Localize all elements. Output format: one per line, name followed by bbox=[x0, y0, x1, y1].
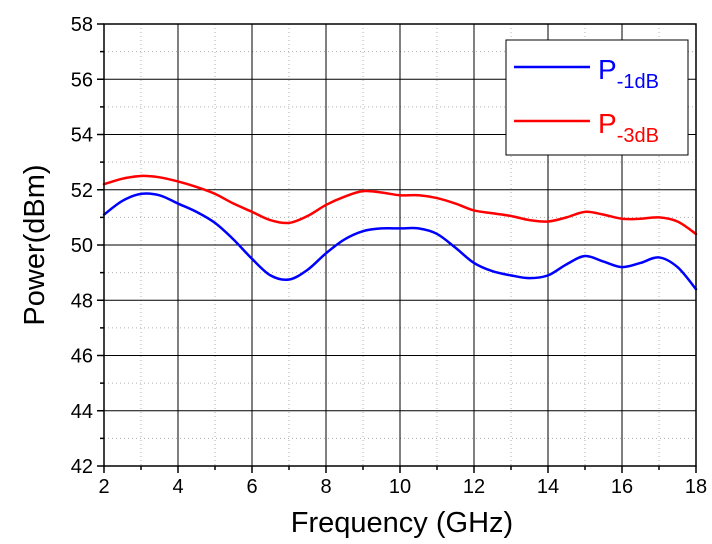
y-tick-label: 44 bbox=[71, 401, 93, 423]
legend: P-1dB P-3dB bbox=[505, 39, 689, 156]
legend-label-subscript: -1dB bbox=[617, 71, 659, 93]
grid bbox=[104, 24, 696, 466]
y-axis-title: Power(dBm) bbox=[19, 164, 51, 325]
x-tick-label: 4 bbox=[172, 476, 183, 498]
y-tick-label: 54 bbox=[71, 125, 93, 147]
x-tick-label: 8 bbox=[320, 476, 331, 498]
x-tick-label: 6 bbox=[246, 476, 257, 498]
y-tick-label: 58 bbox=[71, 14, 93, 36]
y-tick-label: 56 bbox=[71, 69, 93, 91]
legend-label-subscript: -3dB bbox=[617, 125, 659, 147]
series-lines bbox=[102, 174, 698, 291]
y-tick-label: 52 bbox=[71, 180, 93, 202]
axis-ticks bbox=[97, 23, 697, 473]
x-tick-label: 10 bbox=[389, 476, 411, 498]
x-tick-label: 18 bbox=[685, 476, 707, 498]
legend-label-p-1db: P-1dB bbox=[598, 54, 659, 93]
legend-label-main: P bbox=[598, 54, 617, 85]
x-axis-title: Frequency (GHz) bbox=[291, 507, 513, 539]
x-tick-label: 16 bbox=[611, 476, 633, 498]
legend-label-main: P bbox=[598, 108, 617, 139]
legend-label-p-3db: P-3dB bbox=[598, 108, 659, 147]
series-line-p-3db bbox=[102, 174, 698, 236]
series-line-p-1db bbox=[102, 192, 698, 291]
x-tick-label: 12 bbox=[463, 476, 485, 498]
x-tick-label: 2 bbox=[98, 476, 109, 498]
y-tick-label: 48 bbox=[71, 290, 93, 312]
x-tick-label: 14 bbox=[537, 476, 559, 498]
y-tick-label: 42 bbox=[71, 456, 93, 478]
y-tick-label: 50 bbox=[71, 235, 93, 257]
legend-box bbox=[505, 39, 689, 156]
y-tick-label: 46 bbox=[71, 346, 93, 368]
